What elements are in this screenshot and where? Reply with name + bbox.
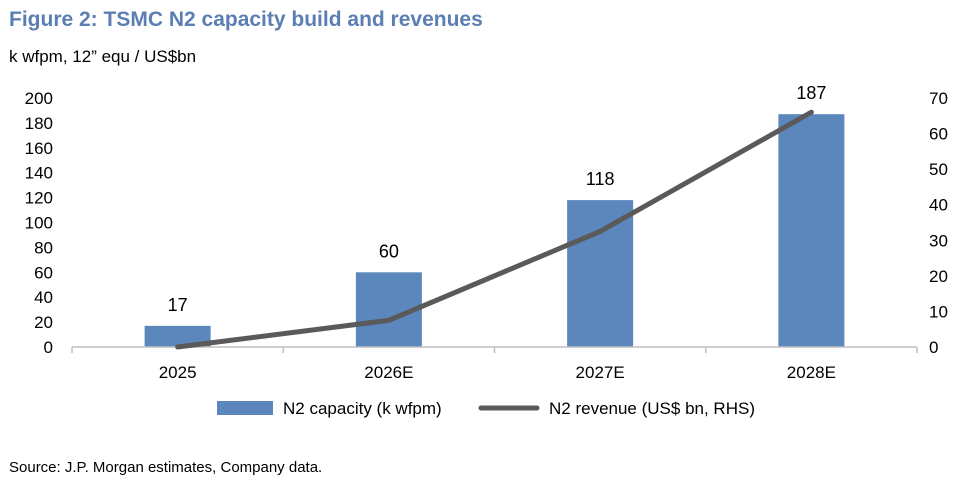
bar-data-label: 187 [796, 83, 826, 103]
bar-n2-capacity [778, 114, 845, 347]
right-axis-tick-label: 20 [929, 267, 948, 286]
x-axis-category-label: 2028E [787, 363, 836, 382]
left-axis-tick-label: 0 [44, 338, 53, 357]
right-axis-tick-label: 30 [929, 231, 948, 250]
left-axis-tick-label: 200 [25, 89, 53, 108]
bar-data-label: 60 [379, 241, 399, 261]
bar-n2-capacity [144, 325, 211, 347]
left-axis-tick-label: 40 [34, 288, 53, 307]
right-axis-tick-label: 40 [929, 196, 948, 215]
x-axis-category-label: 2026E [364, 363, 413, 382]
bar-n2-capacity [567, 200, 634, 347]
source-note: Source: J.P. Morgan estimates, Company d… [9, 459, 323, 476]
right-axis-tick-label: 50 [929, 160, 948, 179]
legend-label-n2-revenue: N2 revenue (US$ bn, RHS) [549, 399, 755, 418]
left-axis-tick-label: 60 [34, 263, 53, 282]
legend-label-n2-capacity: N2 capacity (k wfpm) [283, 399, 442, 418]
left-axis-tick-label: 120 [25, 189, 53, 208]
bar-data-label: 118 [586, 169, 615, 189]
legend-swatch-n2-capacity [217, 401, 273, 415]
right-axis-tick-label: 10 [929, 302, 948, 321]
left-axis-tick-label: 180 [25, 114, 53, 133]
chart-subtitle: k wfpm, 12” equ / US$bn [9, 47, 197, 66]
line-n2-revenue [175, 109, 814, 350]
left-axis-tick-label: 160 [25, 139, 53, 158]
x-axis-category-label: 2025 [159, 363, 197, 382]
left-axis-tick-label: 100 [25, 214, 53, 233]
left-axis-tick-label: 20 [34, 313, 53, 332]
left-axis-tick-label: 80 [34, 238, 53, 257]
x-axis-category-label: 2027E [576, 363, 625, 382]
left-axis-tick-label: 140 [25, 164, 53, 183]
chart-title: Figure 2: TSMC N2 capacity build and rev… [9, 8, 483, 31]
right-axis-tick-label: 60 [929, 125, 948, 144]
bar-data-label: 17 [168, 295, 188, 315]
right-axis-tick-label: 70 [929, 89, 948, 108]
right-axis-tick-label: 0 [929, 338, 938, 357]
